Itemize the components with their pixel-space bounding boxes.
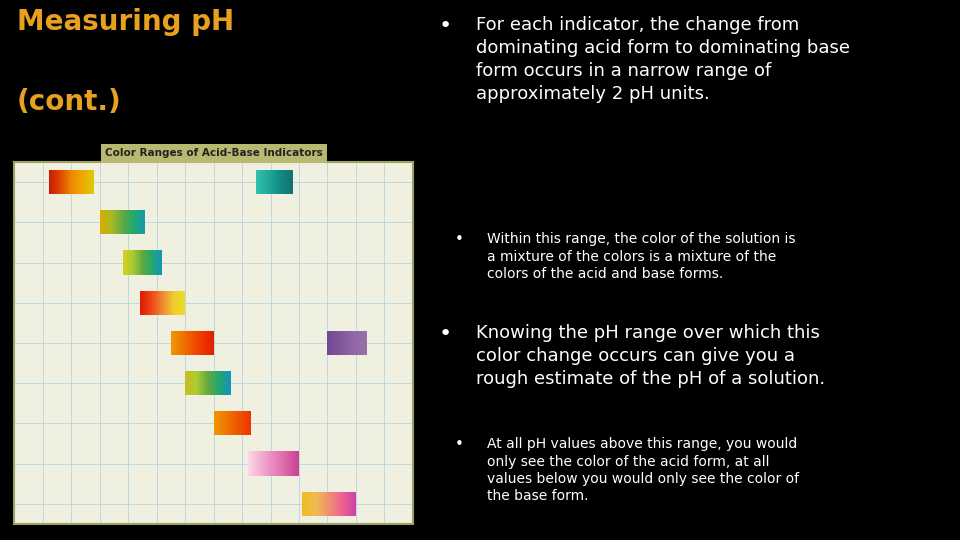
- Text: Measuring pH: Measuring pH: [17, 8, 234, 36]
- Title: Color Ranges of Acid-Base Indicators: Color Ranges of Acid-Base Indicators: [105, 148, 323, 158]
- Text: •: •: [439, 16, 452, 36]
- Text: At all pH values above this range, you would
only see the color of the acid form: At all pH values above this range, you w…: [487, 437, 799, 503]
- Text: •: •: [439, 324, 452, 344]
- Text: (cont.): (cont.): [17, 87, 122, 116]
- Text: For each indicator, the change from
dominating acid form to dominating base
form: For each indicator, the change from domi…: [476, 16, 851, 103]
- Text: •: •: [455, 232, 464, 247]
- Text: •: •: [455, 437, 464, 453]
- Text: Within this range, the color of the solution is
a mixture of the colors is a mix: Within this range, the color of the solu…: [487, 232, 796, 281]
- Text: Knowing the pH range over which this
color change occurs can give you a
rough es: Knowing the pH range over which this col…: [476, 324, 826, 388]
